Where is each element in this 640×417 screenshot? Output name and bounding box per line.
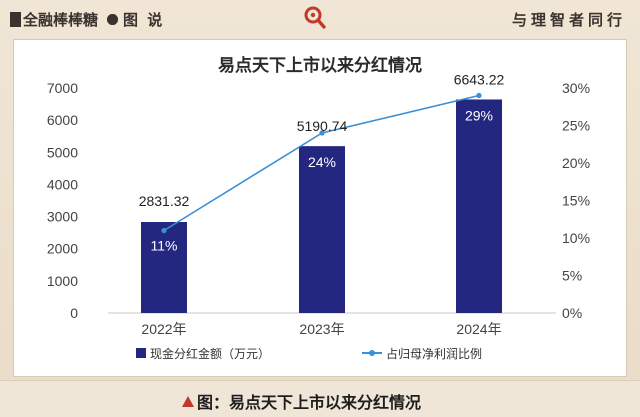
caption-text: 图：易点天下上市以来分红情况	[197, 393, 422, 412]
y2-tick-label: 30%	[562, 80, 590, 96]
bullet-icon	[107, 13, 119, 25]
y-tick-label: 0	[70, 305, 78, 321]
slogan: 与理智者同行	[511, 11, 626, 29]
line-point	[476, 92, 482, 99]
y2-tick-label: 10%	[562, 230, 590, 246]
brand-name: 全融棒棒糖	[23, 10, 99, 29]
y-tick-label: 5000	[47, 144, 78, 160]
legend-item-bar: 现金分红金额（万元）	[136, 346, 271, 361]
header-bar: 全融棒棒糖 图 说 与理智者同行	[0, 0, 640, 36]
y2-tick-label: 5%	[562, 268, 582, 284]
legend-item-line: 占归母净利润比例	[362, 346, 483, 361]
magnifier-icon	[304, 6, 326, 29]
y2-tick-label: 20%	[562, 155, 590, 171]
bar-value-label: 2831.32	[139, 193, 190, 209]
y-tick-label: 7000	[47, 80, 78, 96]
y-tick-label: 6000	[47, 112, 78, 128]
line-value-label: 24%	[308, 154, 336, 170]
bar	[299, 146, 345, 313]
brand: 全融棒棒糖 图 说	[10, 8, 164, 30]
x-tick-label: 2024年	[456, 321, 501, 337]
x-tick-label: 2023年	[299, 321, 344, 337]
triangle-icon	[182, 395, 194, 407]
legend-line-label: 占归母净利润比例	[386, 346, 483, 361]
brand-logo-icon	[10, 11, 21, 27]
bar-value-label: 5190.74	[297, 118, 348, 134]
legend-line-swatch	[362, 350, 382, 356]
chart-title: 易点天下上市以来分红情况	[218, 56, 422, 76]
x-tick-label: 2022年	[141, 321, 186, 337]
legend-bar-label: 现金分红金额（万元）	[150, 346, 271, 361]
y2-tick-label: 25%	[562, 118, 590, 134]
line-point	[319, 130, 325, 136]
y2-tick-label: 0%	[562, 305, 582, 321]
bar-value-label: 6643.22	[454, 71, 505, 87]
line-value-label: 29%	[465, 107, 493, 123]
line-value-label: 11%	[151, 238, 178, 254]
y-tick-label: 1000	[47, 273, 78, 289]
bar	[456, 99, 502, 313]
legend-bar-swatch	[136, 348, 146, 358]
bar	[141, 221, 187, 313]
y-tick-label: 2000	[47, 241, 78, 257]
y2-tick-label: 15%	[562, 193, 590, 209]
y-tick-label: 3000	[47, 209, 78, 225]
line-point	[161, 227, 167, 234]
section-label: 图 说	[123, 10, 165, 29]
y-tick-label: 4000	[47, 176, 78, 192]
footer-bar: 图：易点天下上市以来分红情况	[0, 380, 640, 417]
caption: 图：易点天下上市以来分红情况	[182, 389, 421, 413]
